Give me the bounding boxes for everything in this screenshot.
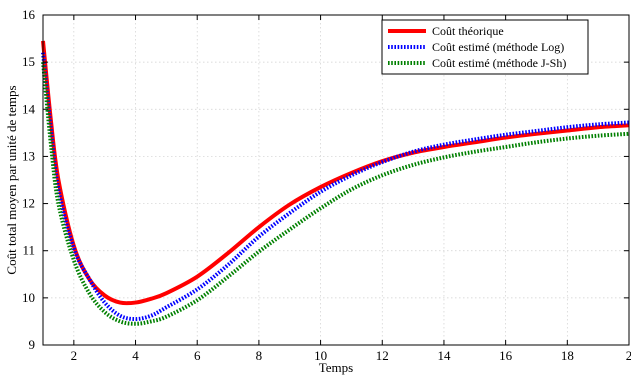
x-tick-label: 4 [132, 348, 139, 363]
legend: Coût théorique Coût estimé (méthode Log) C… [381, 19, 589, 75]
series-line-2 [41, 52, 630, 322]
y-tick-label: 11 [22, 243, 35, 258]
x-tick-label: 12 [376, 348, 389, 363]
legend-label: Coût estimé (méthode Log) [432, 40, 564, 54]
series-line-1 [41, 40, 630, 306]
x-tick-label: 6 [194, 348, 201, 363]
y-tick-label: 15 [22, 54, 35, 69]
y-tick-label: 16 [22, 7, 36, 22]
x-axis-title: Temps [319, 360, 353, 375]
x-tick-label: 16 [499, 348, 513, 363]
x-tick-label: 14 [437, 348, 451, 363]
x-tick-label: 2 [626, 348, 631, 363]
legend-items: Coût théorique Coût estimé (méthode Log) C… [388, 24, 566, 70]
y-tick-label: 10 [22, 290, 35, 305]
x-tick-label: 8 [256, 348, 263, 363]
series-line-3 [41, 61, 630, 326]
y-tick-label: 9 [29, 337, 36, 352]
y-axis-title: Coût total moyen par unité de temps [4, 85, 19, 274]
legend-label: Coût théorique [432, 24, 504, 38]
plot-frame [42, 14, 630, 346]
x-tick-label: 2 [71, 348, 78, 363]
x-tick-label: 10 [314, 348, 327, 363]
series-layer [41, 40, 630, 326]
y-tick-label: 14 [22, 101, 36, 116]
x-tick-label: 18 [561, 348, 574, 363]
ticks: 2 4 6 8 10 12 14 16 18 2 9 10 11 12 13 14 15 16 [22, 7, 631, 363]
legend-label: Coût estimé (méthode J-Sh) [432, 56, 566, 70]
y-tick-label: 13 [22, 148, 35, 163]
y-tick-label: 12 [22, 196, 35, 211]
